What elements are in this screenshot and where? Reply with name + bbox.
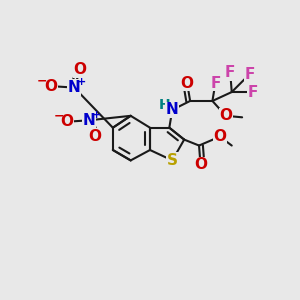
- Text: N: N: [83, 113, 95, 128]
- Text: O: O: [213, 129, 226, 144]
- Text: O: O: [219, 108, 232, 123]
- Text: −: −: [53, 110, 64, 123]
- Text: F: F: [210, 76, 220, 91]
- Text: S: S: [167, 153, 178, 168]
- Text: +: +: [77, 77, 86, 87]
- Text: F: F: [225, 65, 236, 80]
- Text: O: O: [44, 79, 57, 94]
- Text: O: O: [60, 114, 73, 129]
- Text: −: −: [37, 74, 47, 87]
- Text: O: O: [194, 158, 207, 172]
- Text: F: F: [248, 85, 258, 100]
- Text: N: N: [68, 80, 81, 95]
- Text: O: O: [181, 76, 194, 91]
- Text: O: O: [88, 129, 101, 144]
- Text: +: +: [92, 110, 101, 120]
- Text: N: N: [166, 102, 179, 117]
- Text: O: O: [74, 62, 87, 77]
- Text: F: F: [244, 67, 255, 82]
- Text: H: H: [159, 98, 171, 112]
